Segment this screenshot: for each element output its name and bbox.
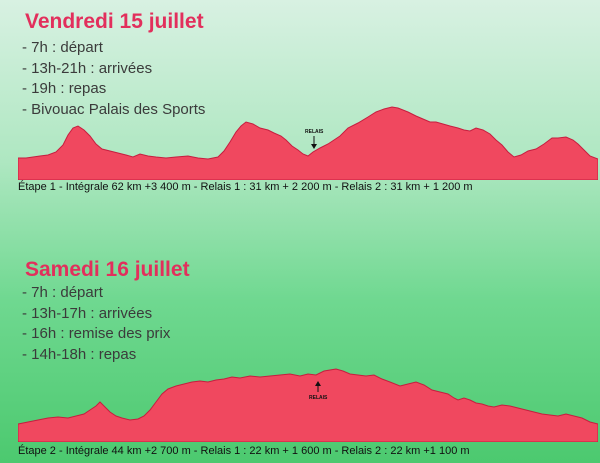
day1-elevation-profile: RELAIS — [18, 106, 598, 180]
day1-schedule-item: - Bivouac Palais des Sports — [22, 100, 206, 118]
down-arrow-icon — [311, 144, 317, 149]
day1-relais-label: RELAIS — [305, 129, 324, 135]
day2-schedule-item: - 7h : départ — [22, 284, 103, 301]
day2-title: Samedi 16 juillet — [25, 258, 190, 281]
day2-schedule-item: - 14h-18h : repas — [22, 345, 137, 363]
day2-elevation-profile: RELAIS — [18, 368, 598, 442]
day1-caption: Étape 1 - Intégrale 62 km +3 400 m - Rel… — [18, 181, 473, 193]
day2-caption: Étape 2 - Intégrale 44 km +2 700 m - Rel… — [18, 445, 470, 457]
day1-schedule: - 7h : départ - 13h-21h : arrivées - 19h… — [22, 38, 205, 120]
day2-schedule: - 7h : départ - 13h-17h : arrivées - 16h… — [22, 283, 170, 365]
day2-schedule-item: - 16h : remise des prix — [22, 325, 171, 342]
day2-relais-label: RELAIS — [309, 395, 328, 401]
day1-title: Vendredi 15 juillet — [25, 10, 204, 33]
day2-schedule-item: - 13h-17h : arrivées — [22, 304, 153, 322]
day1-schedule-item: - 19h : repas — [22, 80, 107, 97]
up-arrow-icon — [315, 381, 321, 386]
day1-schedule-item: - 13h-21h : arrivées — [22, 59, 153, 77]
day2-elevation-area — [18, 368, 598, 442]
day1-schedule-item: - 7h : départ — [22, 39, 103, 56]
day1-elevation-area — [18, 106, 598, 180]
